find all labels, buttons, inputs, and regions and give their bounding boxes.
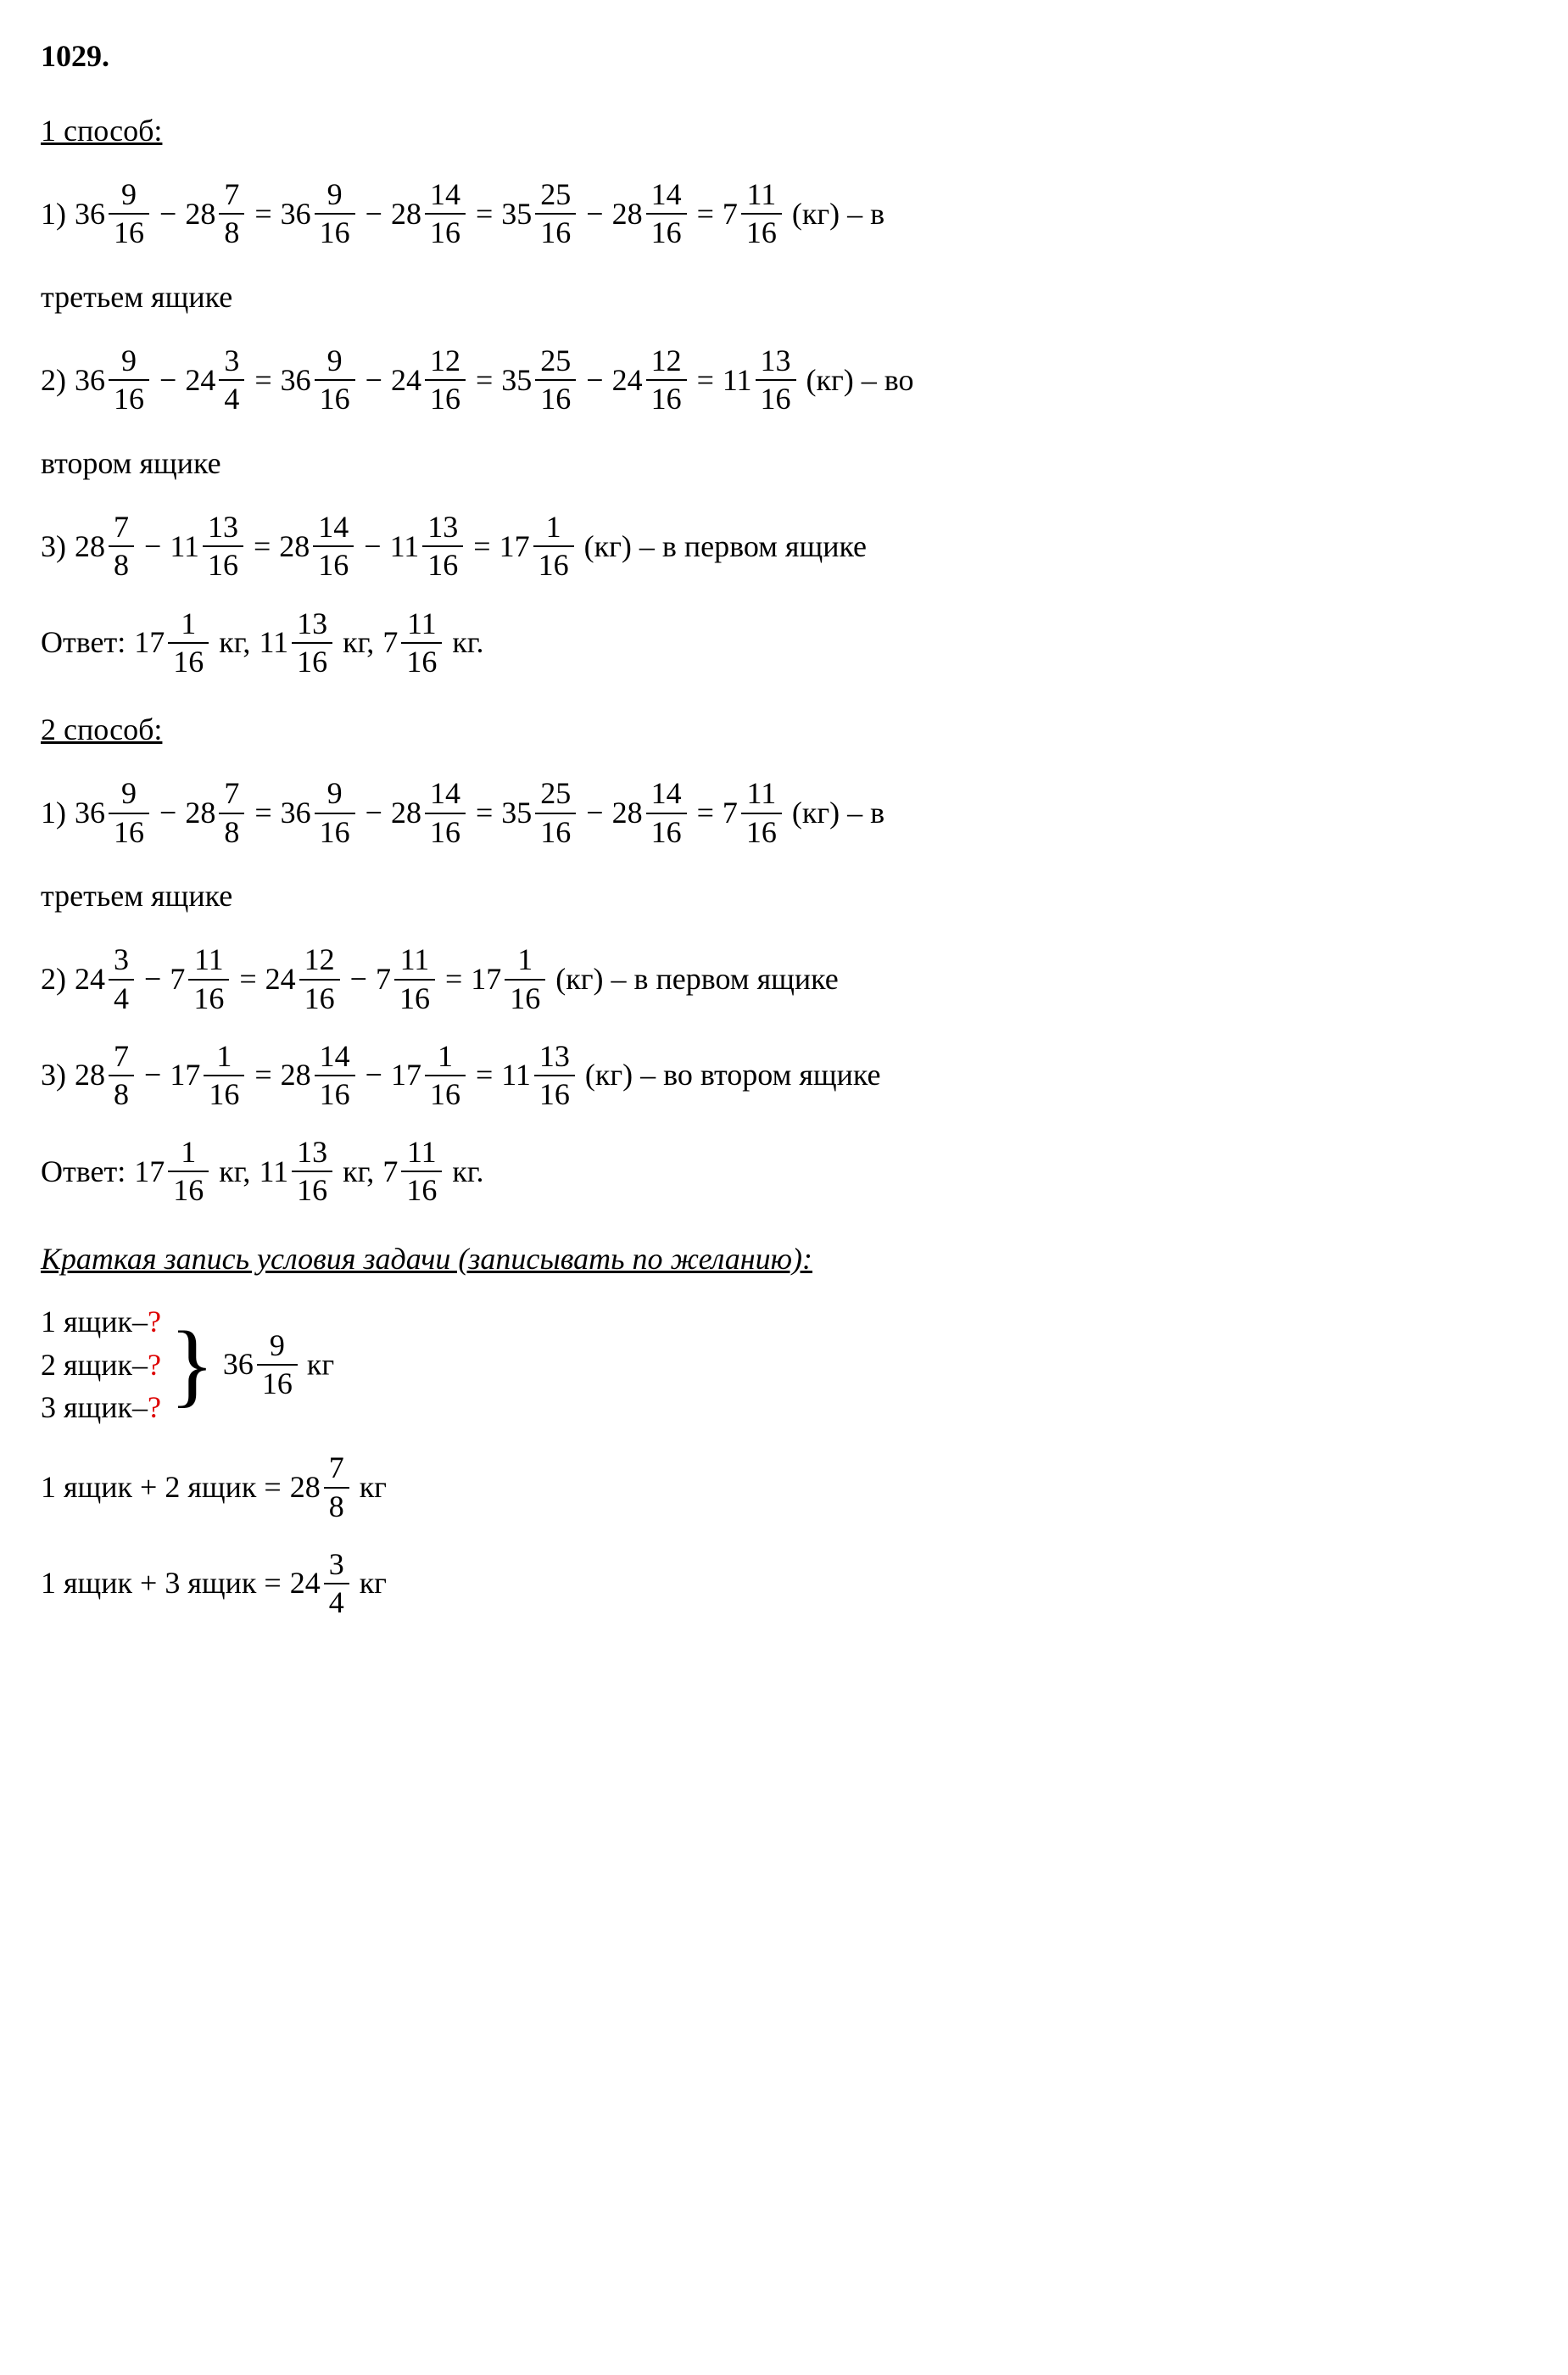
- mixed-fraction: 36916: [281, 343, 357, 417]
- brief-box-row: 1 ящик–?: [41, 1300, 161, 1343]
- mixed-fraction: 241216: [612, 343, 689, 417]
- mixed-fraction: 111316: [259, 1134, 334, 1209]
- mixed-fraction: 2878: [185, 176, 246, 251]
- mixed-fraction: 71116: [376, 942, 437, 1016]
- brief-boxes: 1 ящик–?2 ящик–?3 ящик–?: [41, 1300, 161, 1428]
- mixed-fraction: 17116: [170, 1038, 246, 1113]
- mixed-fraction: 71116: [382, 1134, 444, 1209]
- method1-steps: 1)36916 − 2878 = 36916 − 281416 = 352516…: [41, 176, 1527, 584]
- brief-title: Краткая запись условия задачи (записыват…: [41, 1235, 1527, 1284]
- mixed-fraction: 36916: [75, 343, 151, 417]
- mixed-fraction: 2878: [290, 1450, 351, 1524]
- mixed-fraction: 71116: [382, 606, 444, 680]
- mixed-fraction: 17116: [391, 1038, 467, 1113]
- problem-number: 1029.: [41, 32, 1527, 81]
- brief-line-1: 1 ящик + 2 ящик = 2878 кг: [41, 1450, 1527, 1524]
- mixed-fraction: 71116: [723, 775, 784, 850]
- method1-answer: Ответ: 17116 кг, 111316 кг, 71116 кг.: [41, 606, 1527, 680]
- continuation-text: втором ящике: [41, 439, 1527, 489]
- mixed-fraction: 281416: [612, 176, 689, 251]
- mixed-fraction: 352516: [501, 775, 578, 850]
- brief-box-row: 2 ящик–?: [41, 1344, 161, 1386]
- brief-box-row: 3 ящик–?: [41, 1386, 161, 1428]
- equation-step: 3)2878 − 17116 = 281416 − 17116 = 111316…: [41, 1038, 1527, 1113]
- brief-brace-group: 1 ящик–?2 ящик–?3 ящик–? } 36916 кг: [41, 1300, 1527, 1428]
- mixed-fraction: 17116: [134, 1134, 210, 1209]
- mixed-fraction: 17116: [499, 509, 576, 584]
- equation-step: 2)2434 − 71116 = 241216 − 71116 = 17116 …: [41, 942, 1527, 1016]
- mixed-fraction: 111316: [390, 509, 466, 584]
- mixed-fraction: 2878: [185, 775, 246, 850]
- mixed-fraction: 36916: [223, 1327, 299, 1402]
- method2-title: 2 способ:: [41, 706, 1527, 755]
- continuation-text: третьем ящике: [41, 872, 1527, 921]
- unknown-mark: ?: [148, 1390, 161, 1424]
- mixed-fraction: 17116: [134, 606, 210, 680]
- unknown-mark: ?: [148, 1348, 161, 1382]
- mixed-fraction: 241216: [265, 942, 342, 1016]
- brace-symbol: }: [170, 1322, 215, 1406]
- method1-title: 1 способ:: [41, 107, 1527, 156]
- mixed-fraction: 36916: [75, 775, 151, 850]
- equation-step: 1)36916 − 2878 = 36916 − 281416 = 352516…: [41, 176, 1527, 251]
- mixed-fraction: 352516: [501, 176, 578, 251]
- mixed-fraction: 2434: [290, 1546, 351, 1621]
- brief-total: 36916 кг: [223, 1327, 334, 1402]
- mixed-fraction: 281416: [391, 176, 467, 251]
- mixed-fraction: 2434: [185, 343, 246, 417]
- mixed-fraction: 281416: [391, 775, 467, 850]
- mixed-fraction: 17116: [471, 942, 547, 1016]
- mixed-fraction: 241216: [391, 343, 467, 417]
- mixed-fraction: 36916: [281, 775, 357, 850]
- brief-line-2: 1 ящик + 3 ящик = 2434 кг: [41, 1546, 1527, 1621]
- mixed-fraction: 281416: [612, 775, 689, 850]
- mixed-fraction: 111316: [259, 606, 334, 680]
- equation-step: 1)36916 − 2878 = 36916 − 281416 = 352516…: [41, 775, 1527, 850]
- mixed-fraction: 281416: [279, 509, 355, 584]
- mixed-fraction: 71116: [170, 942, 231, 1016]
- mixed-fraction: 111316: [170, 509, 245, 584]
- unknown-mark: ?: [148, 1305, 161, 1338]
- mixed-fraction: 2878: [75, 509, 136, 584]
- equation-step: 3)2878 − 111316 = 281416 − 111316 = 1711…: [41, 509, 1527, 584]
- mixed-fraction: 352516: [501, 343, 578, 417]
- mixed-fraction: 71116: [723, 176, 784, 251]
- continuation-text: третьем ящике: [41, 273, 1527, 322]
- method2-answer: Ответ: 17116 кг, 111316 кг, 71116 кг.: [41, 1134, 1527, 1209]
- method2-steps: 1)36916 − 2878 = 36916 − 281416 = 352516…: [41, 775, 1527, 1113]
- mixed-fraction: 111316: [501, 1038, 577, 1113]
- mixed-fraction: 36916: [75, 176, 151, 251]
- mixed-fraction: 281416: [281, 1038, 357, 1113]
- mixed-fraction: 111316: [723, 343, 798, 417]
- mixed-fraction: 2878: [75, 1038, 136, 1113]
- mixed-fraction: 2434: [75, 942, 136, 1016]
- equation-step: 2)36916 − 2434 = 36916 − 241216 = 352516…: [41, 343, 1527, 417]
- mixed-fraction: 36916: [281, 176, 357, 251]
